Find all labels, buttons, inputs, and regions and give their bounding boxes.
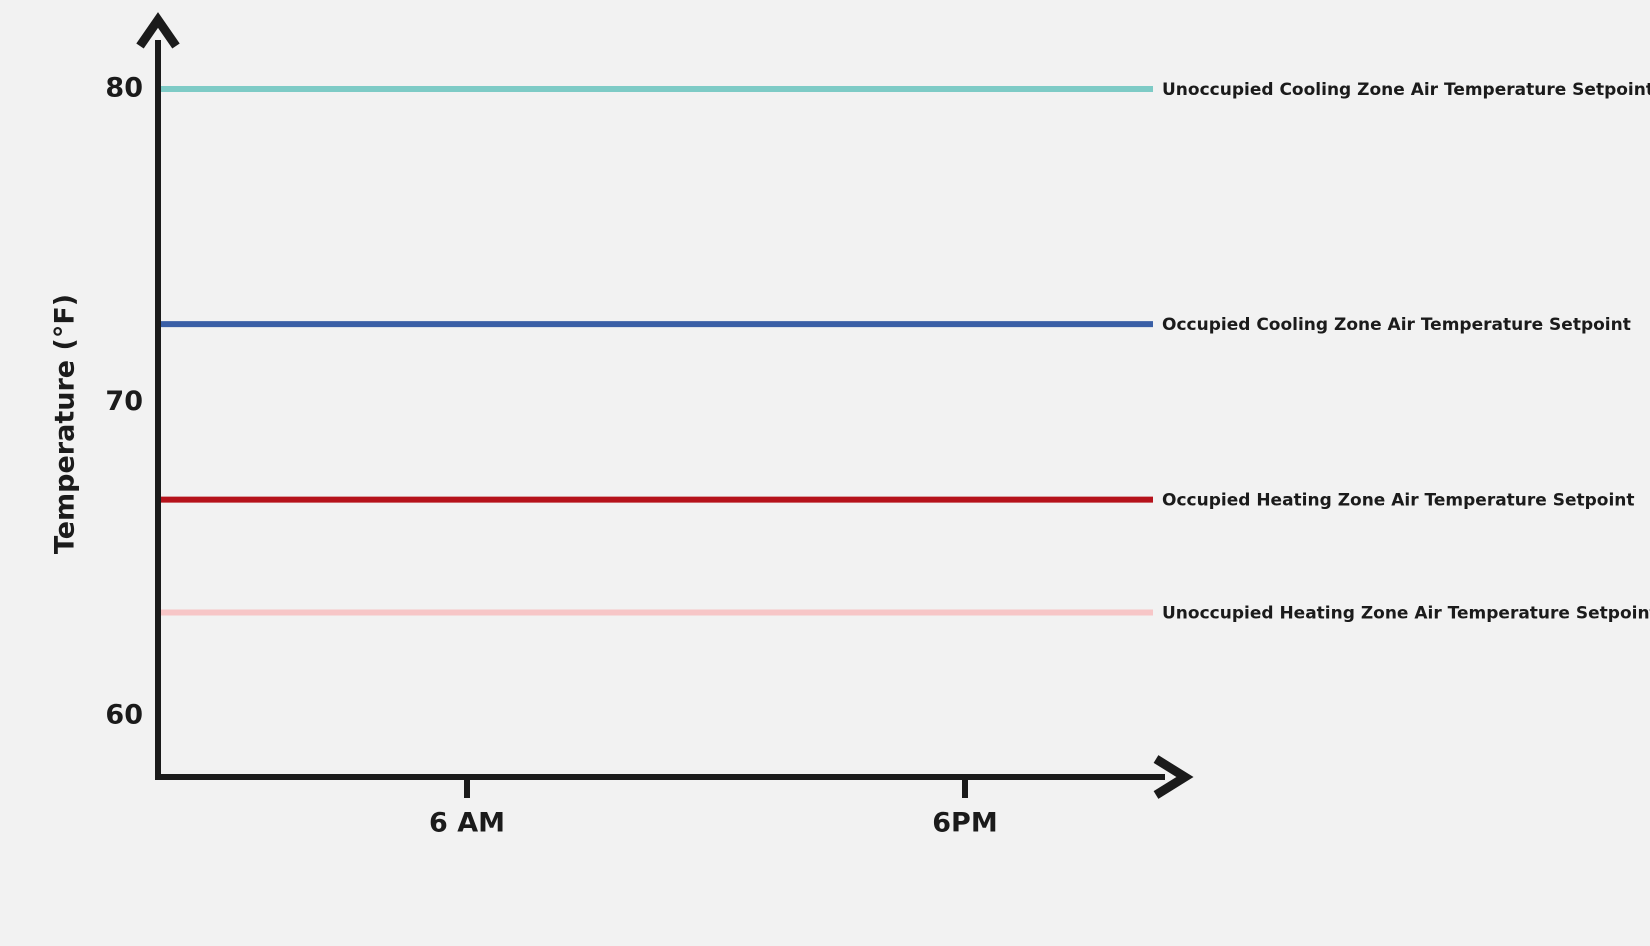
y-tick-label-1: 80 [105, 73, 143, 104]
x-tick-label-1: 6 AM [429, 808, 505, 839]
ticks-layer: 80 70 60 6 AM 6PM [105, 73, 997, 839]
series-layer: Unoccupied Cooling Zone Air Temperature … [160, 80, 1650, 624]
y-axis-arrow [136, 12, 180, 49]
axes-layer [136, 12, 1194, 799]
y-tick-label-3: 60 [105, 700, 143, 731]
series-label-3: Occupied Heating Zone Air Temperature Se… [1162, 491, 1635, 511]
series-label-1: Unoccupied Cooling Zone Air Temperature … [1162, 80, 1650, 100]
x-axis-arrow [1153, 755, 1194, 799]
y-tick-label-2: 70 [105, 386, 143, 417]
series-label-4: Unoccupied Heating Zone Air Temperature … [1162, 604, 1650, 624]
y-axis-title: Temperature (°F) [50, 294, 81, 554]
series-label-2: Occupied Cooling Zone Air Temperature Se… [1162, 315, 1631, 335]
x-tick-label-2: 6PM [932, 808, 997, 839]
